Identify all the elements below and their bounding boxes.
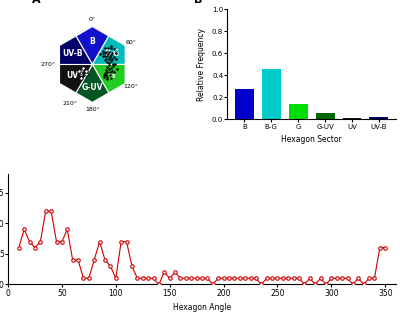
Text: G-UV: G-UV (82, 83, 103, 92)
Polygon shape (60, 36, 92, 64)
Text: UV: UV (66, 71, 79, 80)
Text: G: G (109, 71, 115, 80)
X-axis label: Hexagon Sector: Hexagon Sector (281, 135, 342, 144)
Text: 210°: 210° (62, 101, 78, 106)
Polygon shape (60, 64, 92, 93)
X-axis label: Hexagon Angle: Hexagon Angle (173, 303, 231, 312)
Bar (342, 118, 362, 119)
Polygon shape (92, 64, 125, 93)
Bar (262, 69, 281, 119)
Text: 0°: 0° (89, 17, 96, 22)
Bar (370, 117, 388, 119)
Text: A: A (32, 0, 40, 5)
Text: UV-B: UV-B (62, 49, 83, 58)
Text: B: B (194, 0, 202, 5)
Y-axis label: Relative Frequency: Relative Frequency (197, 28, 206, 101)
Polygon shape (76, 27, 109, 64)
Polygon shape (92, 36, 125, 64)
Text: 120°: 120° (124, 84, 138, 89)
Text: B: B (90, 37, 95, 46)
Polygon shape (76, 64, 109, 102)
Bar (289, 104, 308, 119)
Bar (316, 113, 334, 119)
Text: 270°: 270° (40, 62, 55, 67)
Text: 180°: 180° (85, 107, 100, 112)
Text: B-G: B-G (104, 49, 120, 58)
Text: 60°: 60° (126, 40, 136, 45)
Bar (235, 89, 254, 119)
